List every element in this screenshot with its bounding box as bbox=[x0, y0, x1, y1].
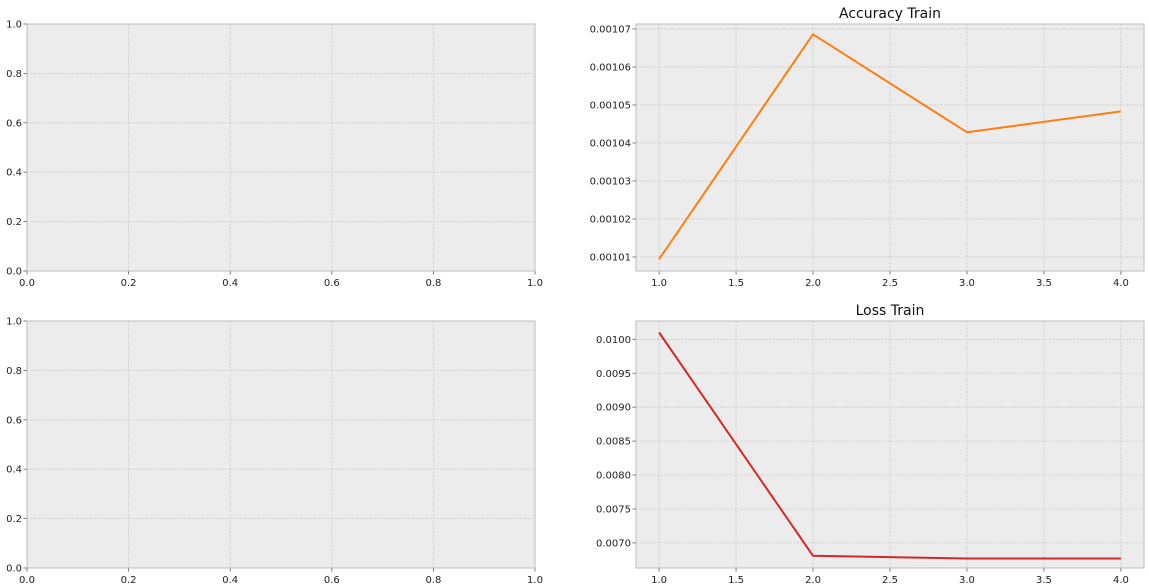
y-tick-label: 1.0 bbox=[6, 317, 22, 328]
axes-frame bbox=[26, 320, 536, 569]
x-tick-label: 0.6 bbox=[324, 575, 340, 586]
y-tick-label: 0.0070 bbox=[596, 538, 631, 549]
y-tick-label: 0.8 bbox=[6, 69, 22, 80]
axes-background bbox=[27, 24, 535, 271]
subplot-2: 1.0 1.5 2.0 2.5 3.0 3.5 4.0 0.00101 0.00102 0.001… bbox=[590, 6, 1145, 289]
x-tick-label: 0.0 bbox=[19, 575, 35, 586]
x-tick-label: 1.0 bbox=[527, 575, 543, 586]
y-tick-label: 0.0080 bbox=[596, 471, 631, 482]
y-tick-label: 0.8 bbox=[6, 366, 22, 377]
x-tick-label: 3.5 bbox=[1036, 278, 1052, 289]
y-tick-label: 0.00103 bbox=[590, 176, 631, 187]
x-tick-label: 1.0 bbox=[651, 278, 667, 289]
y-tick-label: 0.2 bbox=[6, 514, 22, 525]
y-tick-label: 0.00105 bbox=[590, 100, 631, 111]
series-line-1 bbox=[658, 331, 1121, 560]
y-tick-label: 0.00102 bbox=[590, 214, 631, 225]
x-tick-label: 2.0 bbox=[805, 278, 821, 289]
x-tick-label: 3.0 bbox=[959, 575, 975, 586]
x-tick-label: 4.0 bbox=[1113, 575, 1129, 586]
y-tick-label: 0.0090 bbox=[596, 403, 631, 414]
y-tick-label: 0.00104 bbox=[590, 138, 631, 149]
x-tick-label: 1.5 bbox=[728, 278, 744, 289]
x-tick-label: 0.8 bbox=[425, 278, 441, 289]
x-tick-label: 1.5 bbox=[728, 575, 744, 586]
axes-background bbox=[27, 321, 535, 568]
x-tick-label: 0.6 bbox=[324, 278, 340, 289]
y-tick-label: 0.4 bbox=[6, 465, 22, 476]
x-tick-label: 4.0 bbox=[1113, 278, 1129, 289]
axes-frame bbox=[635, 320, 1145, 569]
y-tick-label: 0.0100 bbox=[596, 335, 631, 346]
x-tick-label: 2.5 bbox=[882, 278, 898, 289]
subplot-4: 1.0 1.5 2.0 2.5 3.0 3.5 4.0 0.0070 0.0075 0.0080 0… bbox=[596, 303, 1145, 586]
y-tick-label: 0.00101 bbox=[590, 252, 631, 263]
y-tick-label: 0.00106 bbox=[590, 62, 631, 73]
y-tick-label: 0.4 bbox=[6, 168, 22, 179]
x-tick-label: 0.2 bbox=[121, 278, 137, 289]
y-tick-label: 0.0085 bbox=[596, 437, 631, 448]
x-tick-label: 2.0 bbox=[805, 575, 821, 586]
x-tick-label: 2.5 bbox=[882, 575, 898, 586]
axes-frame bbox=[26, 23, 536, 272]
x-tick-label: 0.2 bbox=[121, 575, 137, 586]
axes-frame bbox=[635, 23, 1145, 272]
y-tick-label: 0.0075 bbox=[596, 504, 631, 515]
y-tick-label: 0.0095 bbox=[596, 369, 631, 380]
series-line-1 bbox=[658, 33, 1122, 260]
y-tick-label: 0.2 bbox=[6, 217, 22, 228]
x-tick-label: 3.5 bbox=[1036, 575, 1052, 586]
y-tick-label: 0.6 bbox=[6, 415, 22, 426]
subplot-title: Accuracy Train bbox=[839, 6, 941, 22]
x-tick-label: 0.4 bbox=[222, 575, 238, 586]
y-tick-label: 0.0 bbox=[6, 267, 22, 278]
x-tick-label: 0.8 bbox=[425, 575, 441, 586]
x-tick-label: 1.0 bbox=[527, 278, 543, 289]
subplot-1: 0.0 0.2 0.4 0.6 0.8 1.0 0.0 0.2 0.4 0.6 0.8 1.0 bbox=[6, 20, 543, 290]
y-tick-label: 0.6 bbox=[6, 118, 22, 129]
subplot-3: 0.0 0.2 0.4 0.6 0.8 1.0 0.0 0.2 0.4 0.6 0.8 1.0 bbox=[6, 317, 543, 587]
subplot-title: Loss Train bbox=[856, 303, 925, 319]
y-tick-label: 0.0 bbox=[6, 564, 22, 575]
x-tick-label: 1.0 bbox=[651, 575, 667, 586]
y-tick-label: 1.0 bbox=[6, 20, 22, 31]
x-tick-label: 3.0 bbox=[959, 278, 975, 289]
x-tick-label: 0.4 bbox=[222, 278, 238, 289]
y-tick-label: 0.00107 bbox=[590, 24, 631, 35]
x-tick-label: 0.0 bbox=[19, 278, 35, 289]
